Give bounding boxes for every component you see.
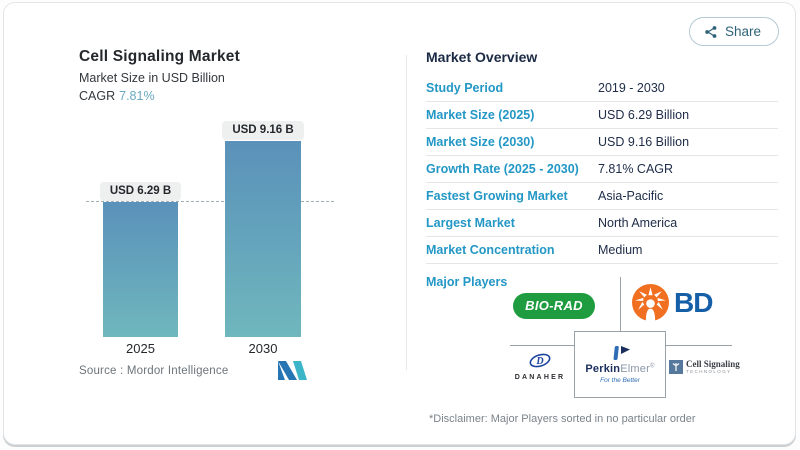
row-label: Market Size (2030): [426, 135, 535, 149]
overview-table: Study Period 2019 - 2030 Market Size (20…: [426, 75, 778, 264]
infographic-card: Share Cell Signaling Market Market Size …: [3, 2, 796, 445]
bar-group-2030: USD 9.16 B: [222, 121, 304, 337]
row-value: North America: [598, 216, 678, 230]
bar-value-label-2030: USD 9.16 B: [222, 121, 304, 140]
bar-chart: USD 6.29 B USD 9.16 B: [86, 120, 334, 337]
share-button[interactable]: Share: [688, 17, 779, 46]
row-value: 2019 - 2030: [598, 81, 665, 95]
major-players-section: Major Players BIO-RAD BD: [426, 269, 778, 401]
chart-subtitle: Market Size in USD Billion: [79, 71, 225, 85]
major-players-label: Major Players: [426, 275, 508, 289]
bar-2030: [225, 141, 301, 337]
bd-wordmark: BD: [674, 286, 713, 318]
biorad-logo: BIO-RAD: [513, 293, 595, 319]
cell-signaling-wordmark: Cell Signaling TECHNOLOGY: [686, 359, 740, 374]
svg-text:D: D: [535, 356, 543, 367]
row-value: Asia-Pacific: [598, 189, 664, 203]
table-row: Fastest Growing Market Asia-Pacific: [426, 183, 778, 210]
x-tick-2030: 2030: [248, 341, 278, 356]
share-icon: [705, 25, 717, 38]
bd-sunburst-icon: [632, 284, 669, 321]
bar-2025: [103, 202, 178, 337]
source-text: Source : Mordor Intelligence: [79, 365, 229, 377]
cagr-value: 7.81%: [119, 89, 155, 103]
row-label: Largest Market: [426, 216, 515, 230]
row-value: USD 9.16 Billion: [598, 135, 690, 149]
cagr-label: CAGR: [79, 89, 116, 103]
table-row: Growth Rate (2025 - 2030) 7.81% CAGR: [426, 156, 778, 183]
x-axis-labels: 2025 2030: [86, 341, 334, 357]
danaher-logo: D DANAHER: [504, 353, 576, 381]
table-row: Study Period 2019 - 2030: [426, 75, 778, 102]
x-tick-2025: 2025: [126, 341, 155, 356]
chart-title: Cell Signaling Market: [79, 48, 240, 65]
table-row: Largest Market North America: [426, 210, 778, 237]
table-row: Market Concentration Medium: [426, 237, 778, 264]
table-row: Market Size (2025) USD 6.29 Billion: [426, 102, 778, 129]
bar-value-label-2025: USD 6.29 B: [99, 182, 182, 201]
row-label: Fastest Growing Market: [426, 189, 568, 203]
panel-divider: [406, 55, 407, 370]
reference-line: [86, 201, 334, 202]
perkinelmer-tagline: For the Better: [600, 377, 640, 384]
mordor-intelligence-logo-icon: [278, 361, 307, 380]
chart-cagr-line: CAGR 7.81%: [79, 89, 155, 103]
cell-signaling-icon: [669, 359, 683, 374]
row-value: Medium: [598, 243, 643, 257]
perkinelmer-mark-icon: [613, 346, 630, 360]
overview-heading: Market Overview: [426, 49, 538, 65]
row-label: Market Size (2025): [426, 108, 535, 122]
bd-logo: BD: [632, 284, 713, 321]
players-grid-line: [510, 345, 574, 346]
row-value: 7.81% CAGR: [598, 162, 674, 176]
players-grid-line: [666, 345, 732, 346]
disclaimer-text: *Disclaimer: Major Players sorted in no …: [429, 413, 696, 425]
row-value: USD 6.29 Billion: [598, 108, 690, 122]
perkinelmer-wordmark: PerkinElmer®: [585, 363, 655, 375]
table-row: Market Size (2030) USD 9.16 Billion: [426, 129, 778, 156]
row-label: Growth Rate (2025 - 2030): [426, 162, 579, 176]
row-label: Market Concentration: [426, 243, 555, 257]
cell-signaling-logo: Cell Signaling TECHNOLOGY: [669, 359, 740, 374]
bar-group-2025: USD 6.29 B: [99, 182, 182, 337]
share-label: Share: [724, 24, 761, 39]
players-grid-line: [620, 277, 621, 331]
danaher-wordmark: DANAHER: [514, 374, 566, 381]
perkinelmer-logo: PerkinElmer® For the Better: [574, 331, 666, 398]
danaher-mark-icon: D: [529, 353, 551, 368]
row-label: Study Period: [426, 81, 504, 95]
